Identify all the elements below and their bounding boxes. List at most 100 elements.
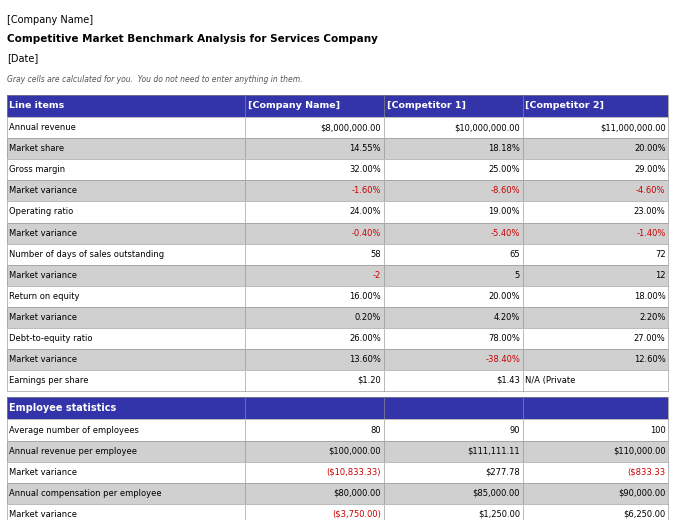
Text: ($833.33: ($833.33 <box>628 467 666 477</box>
FancyBboxPatch shape <box>384 118 522 138</box>
Text: 78.00%: 78.00% <box>488 334 520 343</box>
Text: 29.00%: 29.00% <box>634 165 666 174</box>
Text: Annual revenue per employee: Annual revenue per employee <box>9 447 138 456</box>
Bar <box>7 95 245 118</box>
Bar <box>384 138 522 159</box>
Bar <box>384 285 522 307</box>
FancyBboxPatch shape <box>7 118 245 138</box>
Text: Line items: Line items <box>9 101 65 110</box>
FancyBboxPatch shape <box>384 159 522 180</box>
FancyBboxPatch shape <box>7 159 245 180</box>
Bar <box>245 138 384 159</box>
Bar <box>7 328 245 349</box>
Text: 58: 58 <box>371 250 381 258</box>
FancyBboxPatch shape <box>245 483 384 504</box>
FancyBboxPatch shape <box>522 95 668 118</box>
Text: Employee statistics: Employee statistics <box>9 403 117 413</box>
FancyBboxPatch shape <box>384 201 522 223</box>
Text: $85,000.00: $85,000.00 <box>472 489 520 498</box>
FancyBboxPatch shape <box>245 440 384 462</box>
Bar <box>522 349 668 370</box>
Text: Competitive Market Benchmark Analysis for Services Company: Competitive Market Benchmark Analysis fo… <box>7 34 377 44</box>
FancyBboxPatch shape <box>384 243 522 265</box>
Text: 72: 72 <box>655 250 666 258</box>
FancyBboxPatch shape <box>522 159 668 180</box>
Text: 5: 5 <box>515 270 520 280</box>
Text: 26.00%: 26.00% <box>350 334 381 343</box>
FancyBboxPatch shape <box>522 243 668 265</box>
FancyBboxPatch shape <box>384 462 522 483</box>
Text: -0.40%: -0.40% <box>352 229 381 238</box>
Bar <box>384 370 522 391</box>
FancyBboxPatch shape <box>245 223 384 243</box>
FancyBboxPatch shape <box>245 307 384 328</box>
Bar <box>245 180 384 201</box>
Text: Market variance: Market variance <box>9 229 78 238</box>
Bar <box>384 483 522 504</box>
Text: 20.00%: 20.00% <box>489 292 520 301</box>
Text: -38.40%: -38.40% <box>485 355 520 364</box>
Text: $277.78: $277.78 <box>485 467 520 477</box>
Text: -1.60%: -1.60% <box>352 187 381 196</box>
Text: $10,000,000.00: $10,000,000.00 <box>454 123 520 132</box>
Text: Operating ratio: Operating ratio <box>9 207 74 216</box>
FancyBboxPatch shape <box>522 462 668 483</box>
Text: $80,000.00: $80,000.00 <box>333 489 381 498</box>
FancyBboxPatch shape <box>245 201 384 223</box>
FancyBboxPatch shape <box>522 440 668 462</box>
FancyBboxPatch shape <box>7 201 245 223</box>
Bar <box>7 265 245 285</box>
Text: Number of days of sales outstanding: Number of days of sales outstanding <box>9 250 165 258</box>
Bar <box>245 285 384 307</box>
Bar <box>522 201 668 223</box>
Text: $1,250.00: $1,250.00 <box>478 510 520 519</box>
FancyBboxPatch shape <box>384 180 522 201</box>
FancyBboxPatch shape <box>384 483 522 504</box>
Text: 25.00%: 25.00% <box>489 165 520 174</box>
Text: 20.00%: 20.00% <box>634 145 666 153</box>
FancyBboxPatch shape <box>7 95 245 118</box>
Text: Annual revenue: Annual revenue <box>9 123 76 132</box>
Text: $90,000.00: $90,000.00 <box>618 489 666 498</box>
Bar <box>384 180 522 201</box>
Text: -2: -2 <box>373 270 381 280</box>
Bar <box>522 223 668 243</box>
Bar <box>522 285 668 307</box>
FancyBboxPatch shape <box>384 307 522 328</box>
Text: Market variance: Market variance <box>9 467 78 477</box>
FancyBboxPatch shape <box>522 420 668 440</box>
Text: 90: 90 <box>510 425 520 435</box>
Text: $1.20: $1.20 <box>357 376 381 385</box>
Text: Average number of employees: Average number of employees <box>9 425 139 435</box>
Bar <box>7 201 245 223</box>
FancyBboxPatch shape <box>522 118 668 138</box>
Bar <box>384 307 522 328</box>
FancyBboxPatch shape <box>245 138 384 159</box>
Bar <box>522 328 668 349</box>
Bar <box>245 504 384 520</box>
Text: N/A (Private: N/A (Private <box>525 376 576 385</box>
FancyBboxPatch shape <box>245 397 384 420</box>
FancyBboxPatch shape <box>384 349 522 370</box>
Text: Return on equity: Return on equity <box>9 292 80 301</box>
Text: 65: 65 <box>510 250 520 258</box>
Bar <box>384 118 522 138</box>
FancyBboxPatch shape <box>7 243 245 265</box>
Bar <box>384 95 522 118</box>
FancyBboxPatch shape <box>7 223 245 243</box>
Bar <box>7 504 245 520</box>
Bar <box>245 265 384 285</box>
Text: Market variance: Market variance <box>9 355 78 364</box>
Text: 19.00%: 19.00% <box>489 207 520 216</box>
Bar <box>7 285 245 307</box>
Bar <box>522 397 668 420</box>
FancyBboxPatch shape <box>522 201 668 223</box>
Text: $110,000.00: $110,000.00 <box>613 447 666 456</box>
FancyBboxPatch shape <box>522 138 668 159</box>
FancyBboxPatch shape <box>522 285 668 307</box>
FancyBboxPatch shape <box>245 370 384 391</box>
Bar <box>245 243 384 265</box>
Text: 18.00%: 18.00% <box>634 292 666 301</box>
FancyBboxPatch shape <box>7 265 245 285</box>
FancyBboxPatch shape <box>245 95 384 118</box>
